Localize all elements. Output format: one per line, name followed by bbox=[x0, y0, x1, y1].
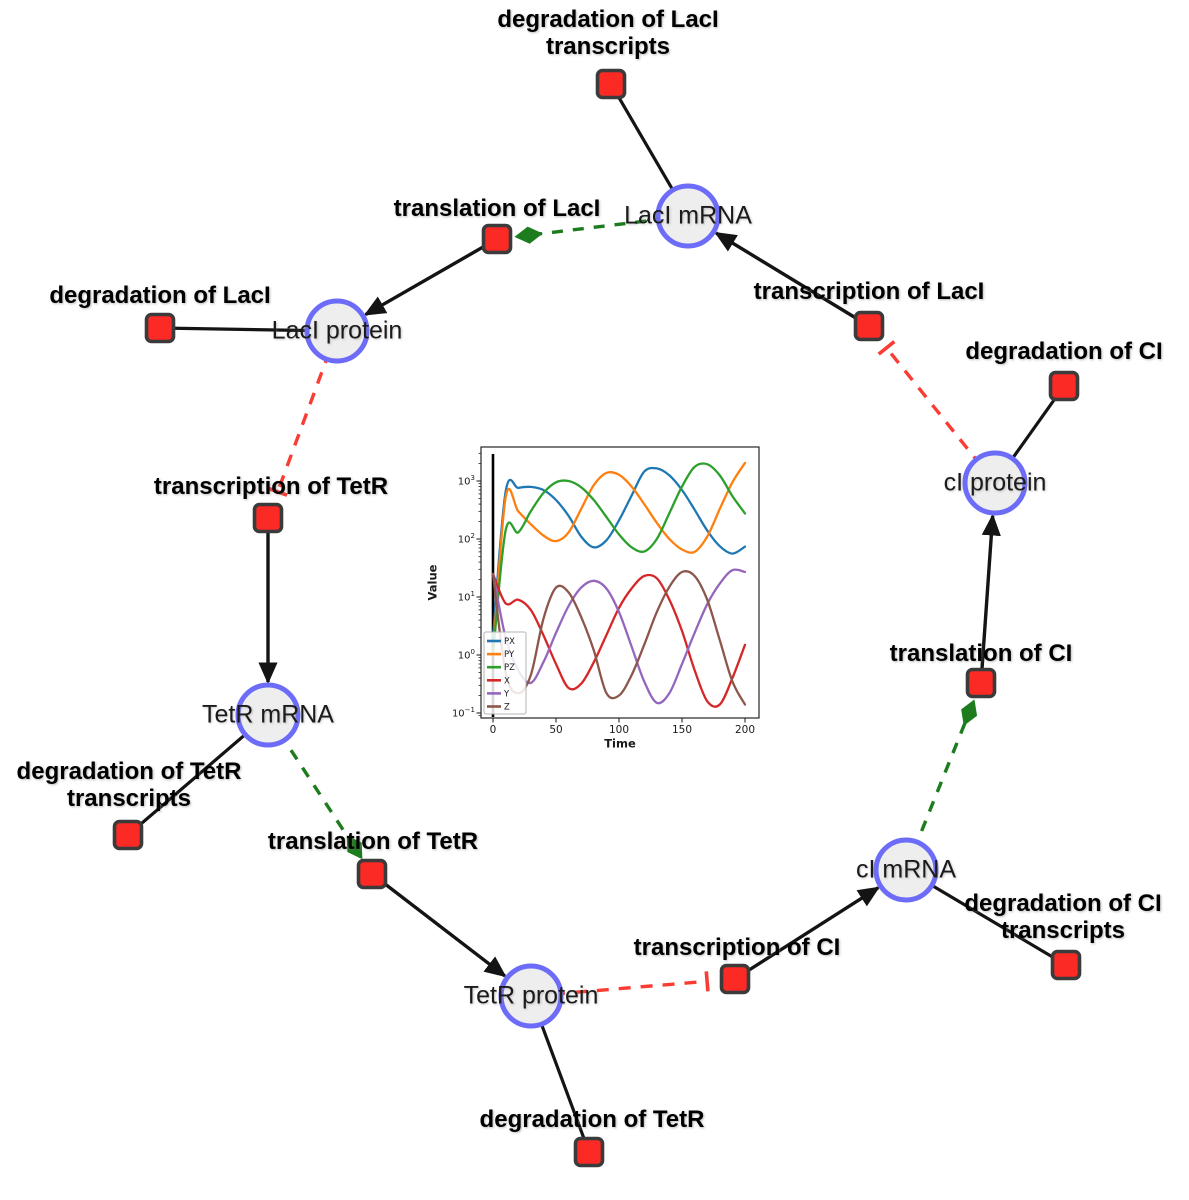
species-node-tetr-protein[interactable] bbox=[498, 963, 564, 1029]
legend-label-PZ: PZ bbox=[504, 663, 515, 673]
x-axis-label: Time bbox=[604, 737, 636, 751]
nodes-layer bbox=[112, 68, 1082, 1168]
species-node-ci-mrna[interactable] bbox=[873, 837, 939, 903]
edge-translation-of-tetr-to-tetr-protein bbox=[370, 872, 507, 978]
reaction-node-translation-of-ci[interactable] bbox=[965, 667, 997, 699]
reaction-node-deg-ci-transcripts[interactable] bbox=[1050, 949, 1082, 981]
x-tick-label: 150 bbox=[672, 724, 692, 736]
species-node-ci-protein[interactable] bbox=[962, 450, 1028, 516]
chart-frame bbox=[480, 446, 760, 719]
reaction-node-transcription-of-laci[interactable] bbox=[853, 310, 885, 342]
edge-transcription-of-ci-to-ci-mrna bbox=[734, 886, 881, 981]
reaction-node-transcription-of-tetr[interactable] bbox=[252, 502, 284, 534]
reaction-node-transcription-of-ci[interactable] bbox=[719, 963, 751, 995]
y-tick-label: 101 bbox=[458, 590, 475, 604]
y-tick-label: 100 bbox=[458, 648, 475, 662]
legend-label-Y: Y bbox=[503, 689, 510, 699]
x-tick-label: 200 bbox=[735, 724, 755, 736]
species-node-laci-protein[interactable] bbox=[304, 298, 370, 364]
series-line-PY bbox=[491, 461, 747, 657]
edge-translation-of-laci-to-laci-protein bbox=[363, 237, 498, 317]
series-line-Y bbox=[491, 568, 747, 705]
y-tick-label: 10−1 bbox=[452, 706, 475, 720]
series-line-PZ bbox=[491, 462, 747, 657]
edge-laci-protein-to-transcription-of-tetr-tee bbox=[267, 486, 288, 497]
reaction-node-translation-of-tetr[interactable] bbox=[356, 858, 388, 890]
x-tick-label: 0 bbox=[490, 724, 497, 736]
y-tick-label: 102 bbox=[458, 532, 475, 546]
edge-tetr-protein-to-transcription-of-ci-tee bbox=[704, 971, 710, 992]
series-line-X bbox=[491, 572, 747, 708]
reaction-node-deg-tetr-transcripts[interactable] bbox=[112, 819, 144, 851]
reaction-node-deg-ci[interactable] bbox=[1048, 370, 1080, 402]
y-axis-label: Value bbox=[426, 564, 440, 600]
x-tick-label: 100 bbox=[609, 724, 629, 736]
legend-label-PY: PY bbox=[504, 650, 515, 660]
edge-ci-protein-to-transcription-of-laci-tee bbox=[877, 340, 896, 356]
series-line-Z bbox=[491, 570, 747, 706]
legend-label-Z: Z bbox=[504, 703, 510, 713]
y-tick-label: 103 bbox=[458, 474, 475, 488]
species-node-tetr-mrna[interactable] bbox=[235, 682, 301, 748]
legend-label-PX: PX bbox=[504, 637, 515, 647]
edge-transcription-of-laci-to-laci-mrna bbox=[714, 231, 870, 328]
series-line-PX bbox=[491, 466, 747, 639]
reaction-node-deg-laci[interactable] bbox=[144, 312, 176, 344]
reaction-node-translation-of-laci[interactable] bbox=[481, 223, 513, 255]
inset-chart: 10−1 100 101 102 103 0 50 100 150 200 Time Value PX P… bbox=[426, 446, 760, 751]
legend-label-X: X bbox=[504, 676, 510, 686]
edge-translation-of-ci-to-ci-protein bbox=[979, 513, 1001, 684]
reaction-node-deg-laci-transcripts[interactable] bbox=[595, 68, 627, 100]
species-node-laci-mrna[interactable] bbox=[655, 183, 721, 249]
x-tick-label: 50 bbox=[549, 724, 562, 736]
reaction-node-deg-tetr[interactable] bbox=[573, 1136, 605, 1168]
